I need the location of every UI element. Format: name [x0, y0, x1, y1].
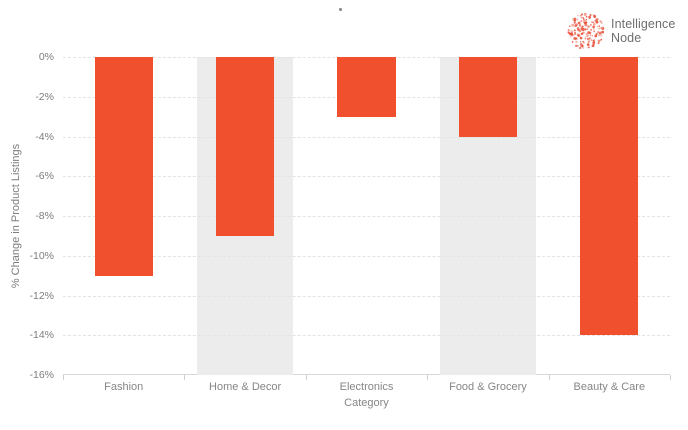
y-tick-label: -8%	[35, 210, 54, 222]
y-tick-label: -6%	[35, 170, 54, 183]
plot-area	[63, 57, 671, 380]
bar-home-decor	[215, 57, 275, 236]
x-axis-title: Category	[344, 397, 389, 409]
x-axis-tick	[63, 375, 64, 380]
x-category-label: Beauty & Care	[573, 381, 646, 393]
y-tick-label: 0%	[38, 51, 54, 63]
x-axis-tick	[427, 375, 429, 380]
y-tick-label: -2%	[35, 90, 54, 103]
y-tick-label: -4%	[35, 130, 54, 143]
bar-beauty-care	[580, 57, 639, 336]
x-category-label: Fashion	[104, 381, 144, 393]
x-axis-tick	[670, 375, 671, 380]
x-category-label: Electronics	[339, 381, 394, 393]
y-tick-label: -12%	[29, 289, 54, 302]
gridline	[63, 176, 670, 178]
y-tick-label: -10%	[29, 249, 54, 262]
x-axis-tick	[184, 375, 186, 380]
logo-text-line2: Node	[611, 31, 642, 45]
bar-fashion	[94, 57, 153, 276]
x-axis-tick	[548, 375, 550, 380]
x-axis-tick	[305, 375, 307, 380]
bar-electronics	[337, 57, 396, 117]
x-category-label: Food & Grocery	[449, 381, 527, 393]
gridline	[63, 136, 670, 138]
intelligence-node-logo: Intelligence Node	[566, 11, 675, 51]
x-category-label: Home & Decor	[209, 381, 282, 393]
y-tick-label: -14%	[29, 329, 54, 342]
y-tick-label: -16%	[29, 369, 54, 381]
gridline	[63, 295, 670, 297]
logo-text-line1: Intelligence	[611, 17, 676, 31]
gridline	[63, 335, 670, 337]
x-category-labels: Fashion Home & Decor Electronics Food & Gro…	[63, 381, 670, 393]
gridline	[63, 216, 670, 217]
logo-text: Intelligence Node	[611, 17, 675, 45]
gridline	[63, 255, 670, 257]
dotted-sphere-icon	[567, 12, 605, 50]
chart-title-dot	[339, 8, 342, 11]
bar-food-grocery	[458, 57, 518, 137]
